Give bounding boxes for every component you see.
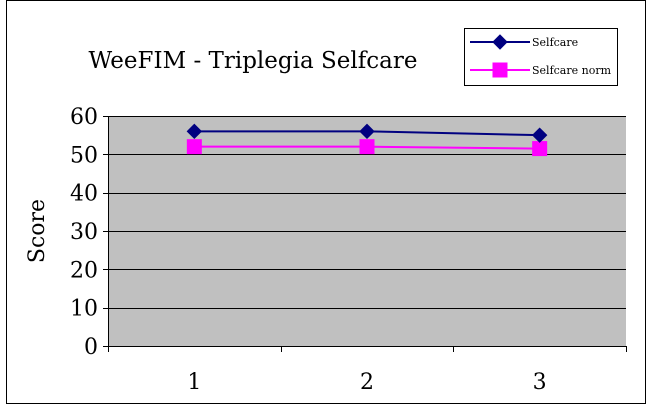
x-tick-label: 1 bbox=[187, 370, 201, 395]
data-point bbox=[532, 141, 548, 157]
legend-box bbox=[464, 28, 618, 86]
x-tick-label: 3 bbox=[533, 370, 547, 395]
legend-label: Selfcare norm bbox=[532, 64, 612, 77]
y-tick-label: 40 bbox=[70, 182, 98, 207]
data-point bbox=[359, 139, 375, 155]
axes bbox=[103, 116, 627, 352]
legend-marker bbox=[492, 62, 508, 78]
y-axis-label: Score bbox=[25, 199, 50, 263]
y-tick-label: 50 bbox=[70, 143, 98, 168]
data-point bbox=[531, 127, 548, 143]
y-tick-label: 30 bbox=[70, 220, 98, 245]
legend-items: Selfcare Selfcare norm bbox=[470, 34, 612, 78]
y-tick-label: 10 bbox=[70, 297, 98, 322]
series-layer bbox=[186, 123, 548, 157]
data-point bbox=[359, 123, 375, 140]
gridlines bbox=[108, 116, 626, 309]
data-point bbox=[186, 123, 203, 140]
y-tick-label: 60 bbox=[70, 105, 98, 130]
y-tick-label: 0 bbox=[84, 335, 98, 360]
data-point bbox=[186, 139, 202, 155]
y-tick-labels: 0 10 20 30 40 50 60 bbox=[70, 105, 98, 360]
x-tick-labels: 1 2 3 bbox=[187, 370, 546, 395]
legend-label: Selfcare bbox=[532, 36, 578, 49]
y-tick-label: 20 bbox=[70, 258, 98, 283]
legend: Selfcare Selfcare norm bbox=[464, 28, 618, 86]
legend-marker bbox=[492, 34, 508, 50]
chart-title: WeeFIM - Triplegia Selfcare bbox=[89, 48, 418, 74]
x-tick-label: 2 bbox=[360, 370, 374, 395]
